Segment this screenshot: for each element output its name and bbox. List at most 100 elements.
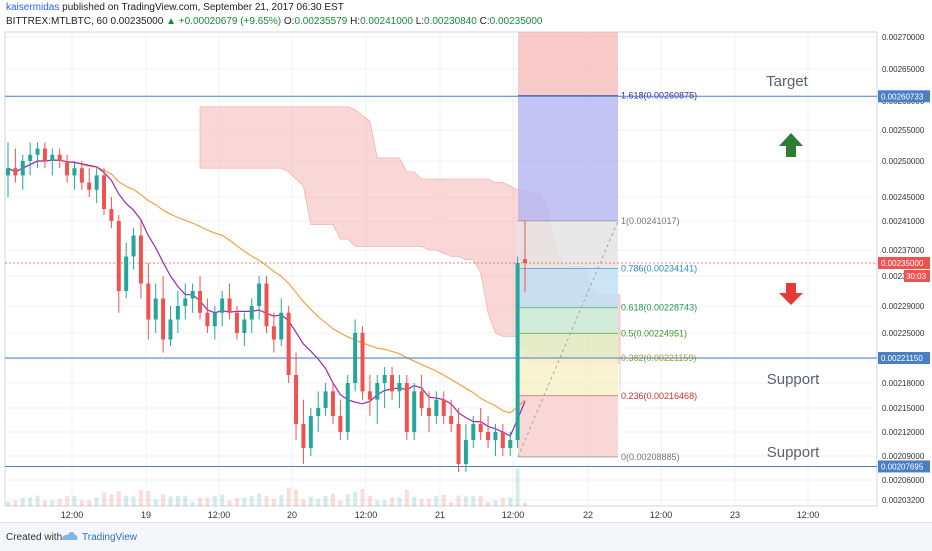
candle-body [449,416,454,424]
fib-level-label: 1.618(0.00260875) [621,90,697,100]
x-tick-label: 12:00 [650,510,673,520]
volume-bar [323,496,328,506]
footer-brand-link[interactable]: TradingView [82,532,138,543]
volume-bar [353,491,358,506]
candle-body [42,148,47,161]
y-tick-label: 0.00250000 [882,157,925,166]
fib-level-label: 0(0.00208885) [621,452,680,462]
ichimoku-cloud [199,106,621,392]
candle-body [205,312,210,327]
candle-body [183,298,188,306]
candle-body [375,383,380,400]
candle-body [500,432,505,448]
price-axis[interactable]: 0.002700000.002650000.002600000.00255000… [882,33,925,505]
price-tag-box [878,257,930,269]
countdown-label: 30:03 [906,272,927,281]
fibonacci-retracement[interactable]: 1.618(0.00260875) 1(0.00241017) 0.786(0.00… [517,32,697,462]
time-axis[interactable]: 12:00 19 12:00 20 12:00 21 12:00 22 12:00 23 12:00 [61,510,820,520]
fib-level-label: 0.5(0.00224951) [621,328,687,338]
volume-bar [175,496,180,506]
x-tick-label: 19 [141,510,151,520]
x-tick-label: 12:00 [502,510,525,520]
candle-body [35,148,40,155]
volume-bar [478,495,483,506]
tradingview-logo-icon[interactable] [60,528,78,544]
volume-bar [449,501,454,506]
candle-body [20,161,25,176]
volume-bar [124,495,129,506]
open-value: 0.00235579 [294,16,348,27]
price-chart[interactable]: 1.618(0.00260875) 1(0.00241017) 0.786(0.00… [0,0,932,522]
candle-body [79,168,84,183]
candle-body [515,263,520,440]
volume-bar [463,496,468,506]
volume-bar [13,500,18,506]
high-label: H: [350,16,361,27]
y-tick-label: 0.00233000 [882,272,925,281]
y-tick-label: 0.00212000 [882,428,925,437]
volume-bar [153,499,158,506]
price-tag-box [878,460,930,473]
candle-body [190,291,195,299]
volume-bar [471,496,476,506]
close-value: 0.00235000 [489,16,543,27]
candle-body [57,154,62,161]
volume-bar [523,502,527,506]
candle-body [138,235,143,284]
candle-body [220,298,225,313]
y-tick-label: 0.00245000 [882,193,925,202]
volume-bar [426,498,431,506]
fib-level-label: 1(0.00241017) [621,216,680,226]
target-label: Target [766,73,809,90]
symbol-line: BITTREX:MTLBTC, 60 0.00235000 ▲ +0.00020… [6,16,543,27]
volume-bar [50,500,55,506]
candle-body [13,168,18,176]
author-link[interactable]: kaisermidas [6,2,60,13]
candle-body [212,312,217,327]
candle-body [367,391,372,400]
y-tick-label: 0.00209000 [882,452,925,461]
fib-band [518,220,618,269]
candle-body [471,424,476,440]
volume-bar [301,499,306,506]
price-tag-label: 0.00221150 [881,354,923,363]
horizontal-levels[interactable] [5,95,877,467]
volume-bar [57,498,62,506]
x-tick-label: 21 [435,510,445,520]
volume-bar [264,495,269,506]
candle-body [249,306,254,320]
candle-body [94,175,99,190]
volume-bar [412,497,417,506]
volume-bar [87,500,92,506]
x-tick-label: 12:00 [797,510,820,520]
volume-bar [441,494,446,506]
candle-body [198,291,203,313]
y-tick-label: 0.00206000 [882,476,925,485]
x-tick-label: 22 [583,510,593,520]
volume-bar [102,492,107,506]
candle-body [271,326,276,340]
countdown-box [904,270,930,282]
y-tick-label: 0.00237000 [882,246,925,255]
candle-body [65,161,70,176]
x-tick-label: 23 [730,510,740,520]
y-tick-label: 0.00218000 [882,379,925,388]
volume-bar [508,497,513,506]
annotations: Target Support Support [766,73,820,461]
fib-band [518,395,618,457]
candle-body [153,298,158,320]
high-value: 0.00241000 [360,16,413,27]
last-price: 0.00235000 [110,16,164,27]
candle-body [301,424,306,448]
volume-bar [486,501,491,506]
candle-body [353,333,358,383]
fib-band-top [518,32,618,96]
candle-body [434,399,439,416]
candle-body [168,319,173,340]
volume-bar [316,498,321,506]
volume-bar [94,497,99,506]
x-tick-label: 12:00 [208,510,231,520]
volume-bar [146,491,151,506]
volume-bar [190,501,195,506]
fib-band [518,95,618,221]
